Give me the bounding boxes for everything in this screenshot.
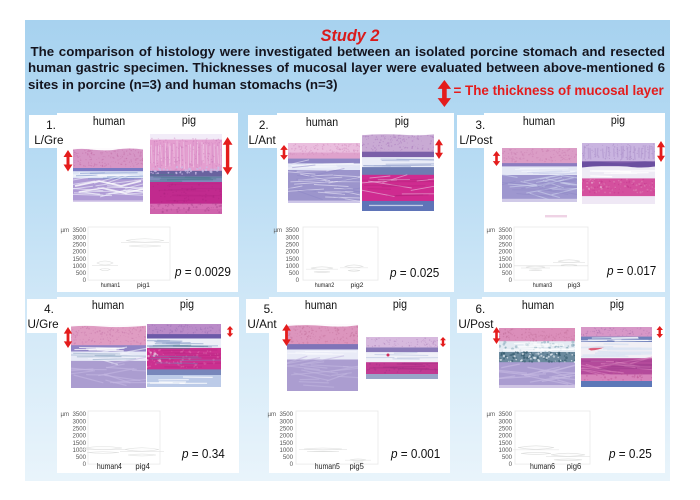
svg-text:0: 0 — [290, 461, 294, 468]
svg-text:µm: µm — [487, 411, 496, 418]
svg-text:µm: µm — [61, 411, 70, 418]
svg-text:3000: 3000 — [285, 234, 299, 241]
svg-text:2500: 2500 — [498, 426, 512, 433]
svg-text:µm: µm — [268, 411, 277, 418]
svg-text:pig6: pig6 — [567, 462, 582, 471]
svg-text:3000: 3000 — [498, 234, 512, 241]
svg-text:µm: µm — [274, 227, 283, 234]
svg-text:1000: 1000 — [72, 447, 86, 454]
svg-text:2500: 2500 — [279, 426, 293, 433]
svg-text:1500: 1500 — [498, 440, 512, 447]
svg-text:3000: 3000 — [498, 418, 512, 425]
svg-text:pig4: pig4 — [135, 462, 150, 471]
svg-text:3500: 3500 — [498, 227, 512, 234]
svg-text:0: 0 — [83, 461, 87, 468]
svg-text:3500: 3500 — [498, 411, 512, 418]
svg-text:1500: 1500 — [285, 256, 299, 263]
svg-text:2500: 2500 — [72, 242, 86, 249]
svg-text:0: 0 — [509, 461, 513, 468]
svg-text:3500: 3500 — [285, 227, 299, 234]
svg-text:pig5: pig5 — [349, 462, 364, 471]
svg-text:0: 0 — [296, 277, 300, 284]
svg-text:2500: 2500 — [285, 242, 299, 249]
svg-text:pig1: pig1 — [137, 282, 150, 289]
svg-text:2000: 2000 — [285, 249, 299, 256]
svg-text:500: 500 — [76, 454, 87, 461]
svg-text:µm: µm — [487, 227, 496, 234]
svg-text:3000: 3000 — [72, 418, 86, 425]
svg-text:3000: 3000 — [279, 418, 293, 425]
svg-text:human4: human4 — [97, 462, 122, 471]
svg-text:2000: 2000 — [72, 249, 86, 256]
svg-text:3000: 3000 — [72, 234, 86, 241]
svg-text:500: 500 — [289, 270, 300, 277]
svg-text:1500: 1500 — [72, 440, 86, 447]
svg-text:pig2: pig2 — [351, 282, 364, 289]
svg-text:human1: human1 — [101, 282, 121, 289]
svg-text:1000: 1000 — [498, 263, 512, 270]
svg-text:1500: 1500 — [498, 256, 512, 263]
svg-text:3500: 3500 — [72, 227, 86, 234]
svg-text:1500: 1500 — [72, 256, 86, 263]
svg-text:human6: human6 — [530, 462, 555, 471]
svg-text:µm: µm — [61, 227, 70, 234]
svg-text:1000: 1000 — [72, 263, 86, 270]
svg-text:2000: 2000 — [498, 249, 512, 256]
svg-text:2000: 2000 — [279, 433, 293, 440]
svg-text:2000: 2000 — [72, 433, 86, 440]
svg-text:3500: 3500 — [279, 411, 293, 418]
svg-text:pig3: pig3 — [568, 282, 581, 289]
svg-text:1000: 1000 — [498, 447, 512, 454]
svg-text:0: 0 — [83, 277, 87, 284]
svg-text:0: 0 — [509, 277, 513, 284]
svg-text:human5: human5 — [315, 462, 340, 471]
svg-text:500: 500 — [502, 270, 513, 277]
svg-text:1000: 1000 — [285, 263, 299, 270]
svg-text:2500: 2500 — [72, 426, 86, 433]
svg-text:500: 500 — [76, 270, 87, 277]
svg-text:500: 500 — [283, 454, 294, 461]
svg-text:1500: 1500 — [279, 440, 293, 447]
svg-text:500: 500 — [502, 454, 513, 461]
svg-text:human3: human3 — [533, 282, 553, 289]
svg-text:3500: 3500 — [72, 411, 86, 418]
svg-text:2500: 2500 — [498, 242, 512, 249]
svg-text:2000: 2000 — [498, 433, 512, 440]
svg-text:human2: human2 — [315, 282, 335, 289]
svg-text:1000: 1000 — [279, 447, 293, 454]
